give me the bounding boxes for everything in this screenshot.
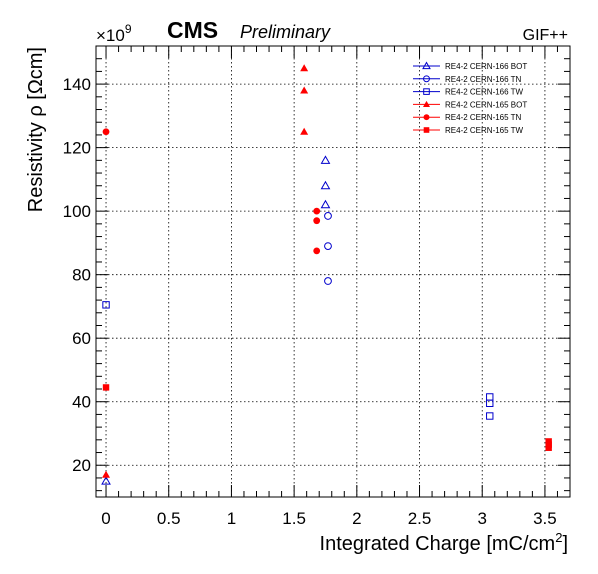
data-point xyxy=(313,247,321,255)
legend-marker xyxy=(423,100,430,108)
x-axis-title-sup: 2 xyxy=(555,530,562,545)
x-tick-label: 1.5 xyxy=(282,509,306,528)
legend-entry: RE4-2 CERN-165 TW xyxy=(413,126,524,135)
data-point xyxy=(102,301,110,309)
data-point xyxy=(300,64,309,72)
data-point xyxy=(102,128,110,136)
legend-entry: RE4-2 CERN-166 BOT xyxy=(413,61,527,71)
data-point xyxy=(324,242,332,250)
tick-labels: 0 0.5 1 1.5 2 2.5 3 3.5 20 40 60 80 100 120 140 xyxy=(63,75,557,528)
preliminary-label: Preliminary xyxy=(240,22,331,42)
legend-marker xyxy=(422,61,431,70)
data-point xyxy=(320,180,331,190)
data-point xyxy=(324,212,332,220)
data-point xyxy=(313,217,321,225)
legend-entry: RE4-2 CERN-165 BOT xyxy=(413,100,527,109)
y-tick-label: 20 xyxy=(72,456,91,475)
axis-ticks xyxy=(96,45,571,497)
data-point xyxy=(486,393,494,401)
legend-label: RE4-2 CERN-165 TN xyxy=(445,113,522,122)
series-2 xyxy=(324,212,332,285)
data-point xyxy=(300,86,309,94)
x-tick-label: 2 xyxy=(352,509,361,528)
series-1 xyxy=(101,155,331,485)
data-point xyxy=(320,199,331,209)
legend-label: RE4-2 CERN-166 TW xyxy=(445,88,524,97)
legend-label: RE4-2 CERN-166 TN xyxy=(445,75,522,84)
data-point xyxy=(101,476,111,485)
x-tick-label: 1 xyxy=(227,509,236,528)
data-point xyxy=(102,470,111,478)
plot-frame xyxy=(95,45,571,498)
facility-label: GIF++ xyxy=(523,27,568,44)
data-point xyxy=(545,444,552,451)
series-6 xyxy=(102,384,552,451)
legend-marker xyxy=(423,88,430,95)
legend-entry: RE4-2 CERN-166 TW xyxy=(413,88,524,97)
data-point xyxy=(102,384,110,391)
y-tick-label: 140 xyxy=(63,75,91,94)
data-point xyxy=(486,412,494,420)
cms-label: CMS xyxy=(167,17,218,43)
x-tick-label: 2.5 xyxy=(408,509,432,528)
y-multiplier: ×109 xyxy=(96,22,132,45)
x-tick-label: 3.5 xyxy=(533,509,557,528)
legend: RE4-2 CERN-166 BOT RE4-2 CERN-166 TN RE4-2… xyxy=(413,61,527,135)
legend-entry: RE4-2 CERN-165 TN xyxy=(413,113,522,122)
legend-marker xyxy=(423,114,430,121)
x-tick-label: 0 xyxy=(101,509,110,528)
y-tick-label: 80 xyxy=(72,266,91,285)
x-axis-title-end: ] xyxy=(562,533,568,555)
legend-label: RE4-2 CERN-165 BOT xyxy=(445,100,527,109)
data-points xyxy=(101,64,552,485)
grid-lines xyxy=(96,46,570,497)
x-tick-label: 3 xyxy=(477,509,486,528)
y-multiplier-exponent: 9 xyxy=(125,22,132,36)
y-tick-label: 40 xyxy=(72,393,91,412)
legend-marker xyxy=(423,127,430,133)
y-axis-title: Resistivity ρ [Ωcm] xyxy=(25,47,47,212)
y-tick-label: 120 xyxy=(63,139,91,158)
x-axis-title-text: Integrated Charge [mC/cm xyxy=(320,533,556,555)
x-axis-title: Integrated Charge [mC/cm2] xyxy=(320,530,568,555)
y-tick-label: 60 xyxy=(72,329,91,348)
legend-label: RE4-2 CERN-165 TW xyxy=(445,126,524,135)
y-tick-label: 100 xyxy=(63,202,91,221)
y-multiplier-base: ×10 xyxy=(96,26,125,45)
legend-marker xyxy=(423,75,430,83)
data-point xyxy=(300,127,309,135)
legend-entry: RE4-2 CERN-166 TN xyxy=(413,75,522,84)
legend-label: RE4-2 CERN-166 BOT xyxy=(445,62,527,71)
x-tick-label: 0.5 xyxy=(157,509,181,528)
series-3 xyxy=(102,301,494,420)
series-4 xyxy=(102,64,309,478)
data-point xyxy=(313,207,321,215)
series-5 xyxy=(102,128,321,255)
data-point xyxy=(320,155,331,164)
data-point xyxy=(324,277,332,285)
data-point xyxy=(486,399,494,408)
